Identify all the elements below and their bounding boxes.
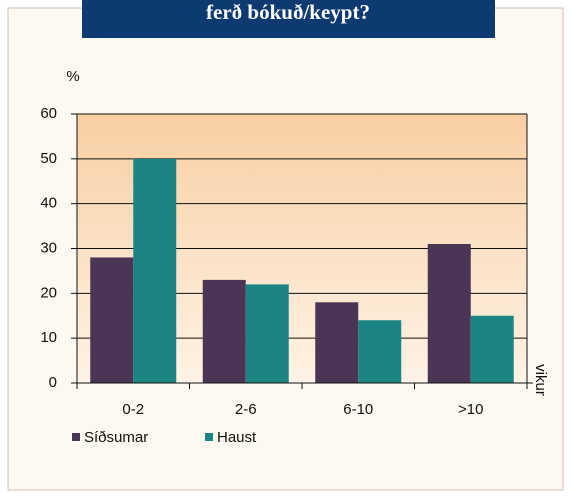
legend-label: Haust	[217, 429, 257, 446]
x-tick-label: 2-6	[235, 401, 257, 418]
bar	[358, 320, 402, 383]
bar	[90, 257, 134, 383]
bar	[315, 302, 359, 383]
y-tick-label: 10	[40, 329, 57, 346]
y-tick-label: 30	[40, 239, 57, 256]
bar	[427, 244, 471, 383]
x-tick-label: 0-2	[122, 401, 144, 418]
bar	[133, 158, 177, 383]
legend-swatch	[205, 433, 213, 441]
bar	[202, 279, 246, 383]
y-tick-label: 60	[40, 105, 57, 122]
x-tick-label: 6-10	[343, 401, 373, 418]
x-tick-label: >10	[458, 401, 483, 418]
y-axis-label: %	[66, 68, 79, 85]
legend-label: Síðsumar	[84, 429, 148, 446]
y-tick-label: 50	[40, 150, 57, 167]
bar	[245, 284, 289, 383]
bar	[470, 315, 514, 383]
chart-title: ferð bókuð/keypt?	[206, 0, 370, 24]
legend-swatch	[72, 433, 80, 441]
y-tick-label: 40	[40, 195, 57, 212]
y-tick-label: 0	[49, 374, 57, 391]
y-tick-label: 20	[40, 284, 57, 301]
x-axis-label: vikur	[532, 364, 549, 396]
title-box	[82, 0, 495, 38]
